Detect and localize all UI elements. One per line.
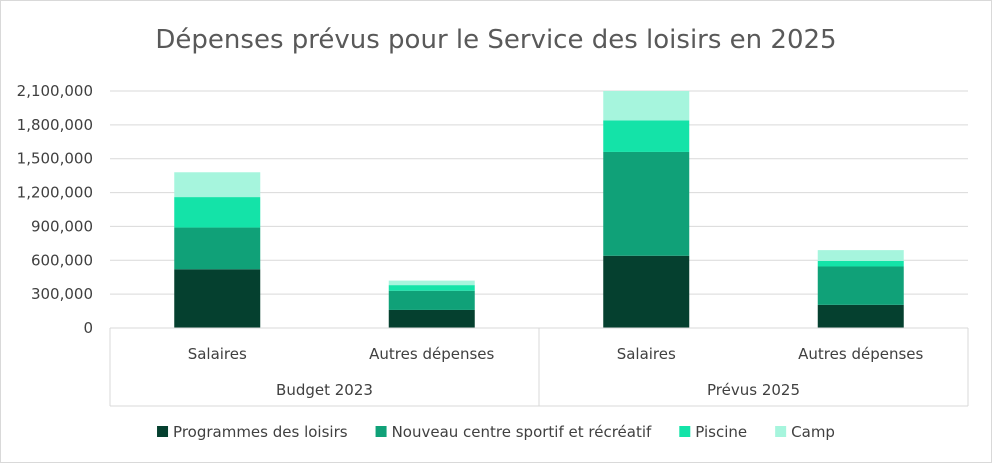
group-label: Prévus 2025: [707, 381, 800, 399]
category-label: Salaires: [188, 345, 247, 363]
bar-segment: [603, 256, 689, 328]
x-axis: Salaires Autres dépenses Salaires Autres dé…: [110, 328, 968, 406]
category-label: Autres dépenses: [369, 345, 494, 363]
y-tick-label: 600,000: [31, 251, 93, 269]
legend-label: Piscine: [695, 423, 747, 441]
bar-segment: [818, 261, 904, 267]
bar-segment: [174, 172, 260, 197]
legend-item: Nouveau centre sportif et récréatif: [376, 423, 652, 441]
legend-swatch: [775, 426, 786, 437]
bar-segment: [603, 152, 689, 256]
bar-segment: [174, 269, 260, 328]
bar-segment: [603, 91, 689, 120]
bar-segment: [603, 120, 689, 152]
y-tick-label: 0: [83, 319, 93, 337]
category-label: Autres dépenses: [798, 345, 923, 363]
bar-segment: [389, 310, 475, 328]
bar-segment: [818, 266, 904, 304]
bar-segment: [174, 197, 260, 227]
bar-segment: [389, 291, 475, 310]
y-tick-label: 1,500,000: [17, 150, 93, 168]
y-tick-label: 900,000: [31, 217, 93, 235]
legend-swatch: [376, 426, 387, 437]
y-tick-label: 300,000: [31, 285, 93, 303]
bars: [174, 91, 904, 328]
legend-swatch: [157, 426, 168, 437]
y-tick-label: 1,200,000: [17, 184, 93, 202]
bar-segment: [389, 281, 475, 286]
bar-segment: [818, 305, 904, 328]
bar-segment: [174, 228, 260, 270]
legend-item: Piscine: [679, 423, 747, 441]
chart-title: Dépenses prévus pour le Service des lois…: [155, 25, 836, 55]
legend-swatch: [679, 426, 690, 437]
legend: Programmes des loisirs Nouveau centre spo…: [157, 423, 835, 441]
legend-label: Programmes des loisirs: [173, 423, 348, 441]
category-label: Salaires: [617, 345, 676, 363]
group-label: Budget 2023: [276, 381, 373, 399]
y-tick-label: 2,100,000: [17, 82, 93, 100]
legend-item: Camp: [775, 423, 835, 441]
legend-item: Programmes des loisirs: [157, 423, 348, 441]
y-tick-label: 1,800,000: [17, 116, 93, 134]
bar-segment: [389, 285, 475, 291]
legend-label: Camp: [791, 423, 835, 441]
stacked-bar-chart: Dépenses prévus pour le Service des lois…: [0, 0, 992, 463]
bar-segment: [818, 250, 904, 261]
y-axis-ticks: 0 300,000 600,000 900,000 1,200,000 1,500,000…: [17, 82, 93, 337]
legend-label: Nouveau centre sportif et récréatif: [392, 423, 652, 441]
